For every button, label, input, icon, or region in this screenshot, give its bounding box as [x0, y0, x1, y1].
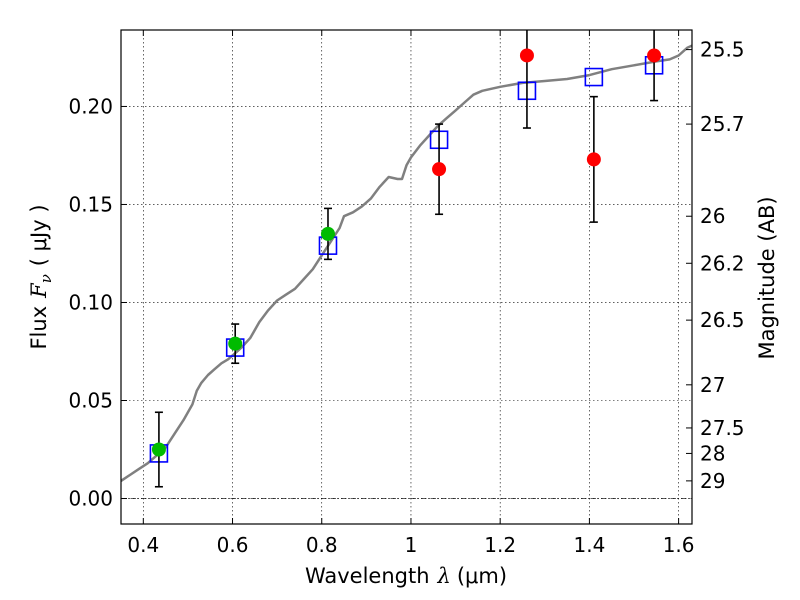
right-tick-label: 27 — [700, 373, 725, 397]
x-tick-label: 1 — [405, 533, 418, 557]
grid — [121, 30, 692, 524]
observed-point — [647, 48, 662, 63]
right-tick-label: 26.5 — [700, 308, 745, 332]
y-axis-right-label: Magnitude (AB) — [755, 196, 779, 359]
model-photometry-square — [584, 67, 604, 87]
right-tick-label: 26.2 — [700, 251, 745, 275]
y-axis-left-label: FluxFν( μJy ) — [27, 204, 55, 349]
series — [121, 30, 692, 488]
x-tick-label: 0.6 — [217, 533, 249, 557]
observed-point — [151, 442, 166, 457]
x-tick-label: 0.8 — [306, 533, 338, 557]
sed-model-line — [121, 44, 692, 482]
right-tick-label: 28 — [700, 441, 725, 465]
x-tick-label: 1.6 — [663, 533, 695, 557]
axis-labels: Wavelength λ (μm) FluxFν( μJy ) Magnitude … — [27, 196, 779, 588]
plot-frame — [120, 29, 693, 525]
right-tick-label: 29 — [700, 469, 725, 493]
right-tick-label: 26 — [700, 204, 725, 228]
observed-point — [586, 152, 601, 167]
observed-point — [519, 48, 534, 63]
right-tick-label: 27.5 — [700, 416, 745, 440]
y-tick-label: 0.00 — [68, 487, 113, 511]
observed-point — [432, 162, 447, 177]
x-tick-label: 1.2 — [484, 533, 516, 557]
right-tick-label: 25.5 — [700, 38, 745, 62]
axes: 0.4 0.6 0.8 1 1.2 1.4 1.6 0.00 0.05 0.10 0.15 0.20 2… — [68, 29, 745, 557]
x-tick-label: 1.4 — [573, 533, 605, 557]
x-tick-label: 0.4 — [127, 533, 159, 557]
plot-area — [121, 30, 692, 488]
observed-point — [228, 336, 243, 351]
x-axis-label: Wavelength λ (μm) — [305, 564, 507, 588]
y-tick-label: 0.15 — [68, 192, 113, 216]
y-tick-label: 0.20 — [68, 94, 113, 118]
y-tick-label: 0.10 — [68, 290, 113, 314]
observed-point — [320, 226, 335, 241]
y-tick-label: 0.05 — [68, 389, 113, 413]
right-tick-label: 25.7 — [700, 112, 745, 136]
